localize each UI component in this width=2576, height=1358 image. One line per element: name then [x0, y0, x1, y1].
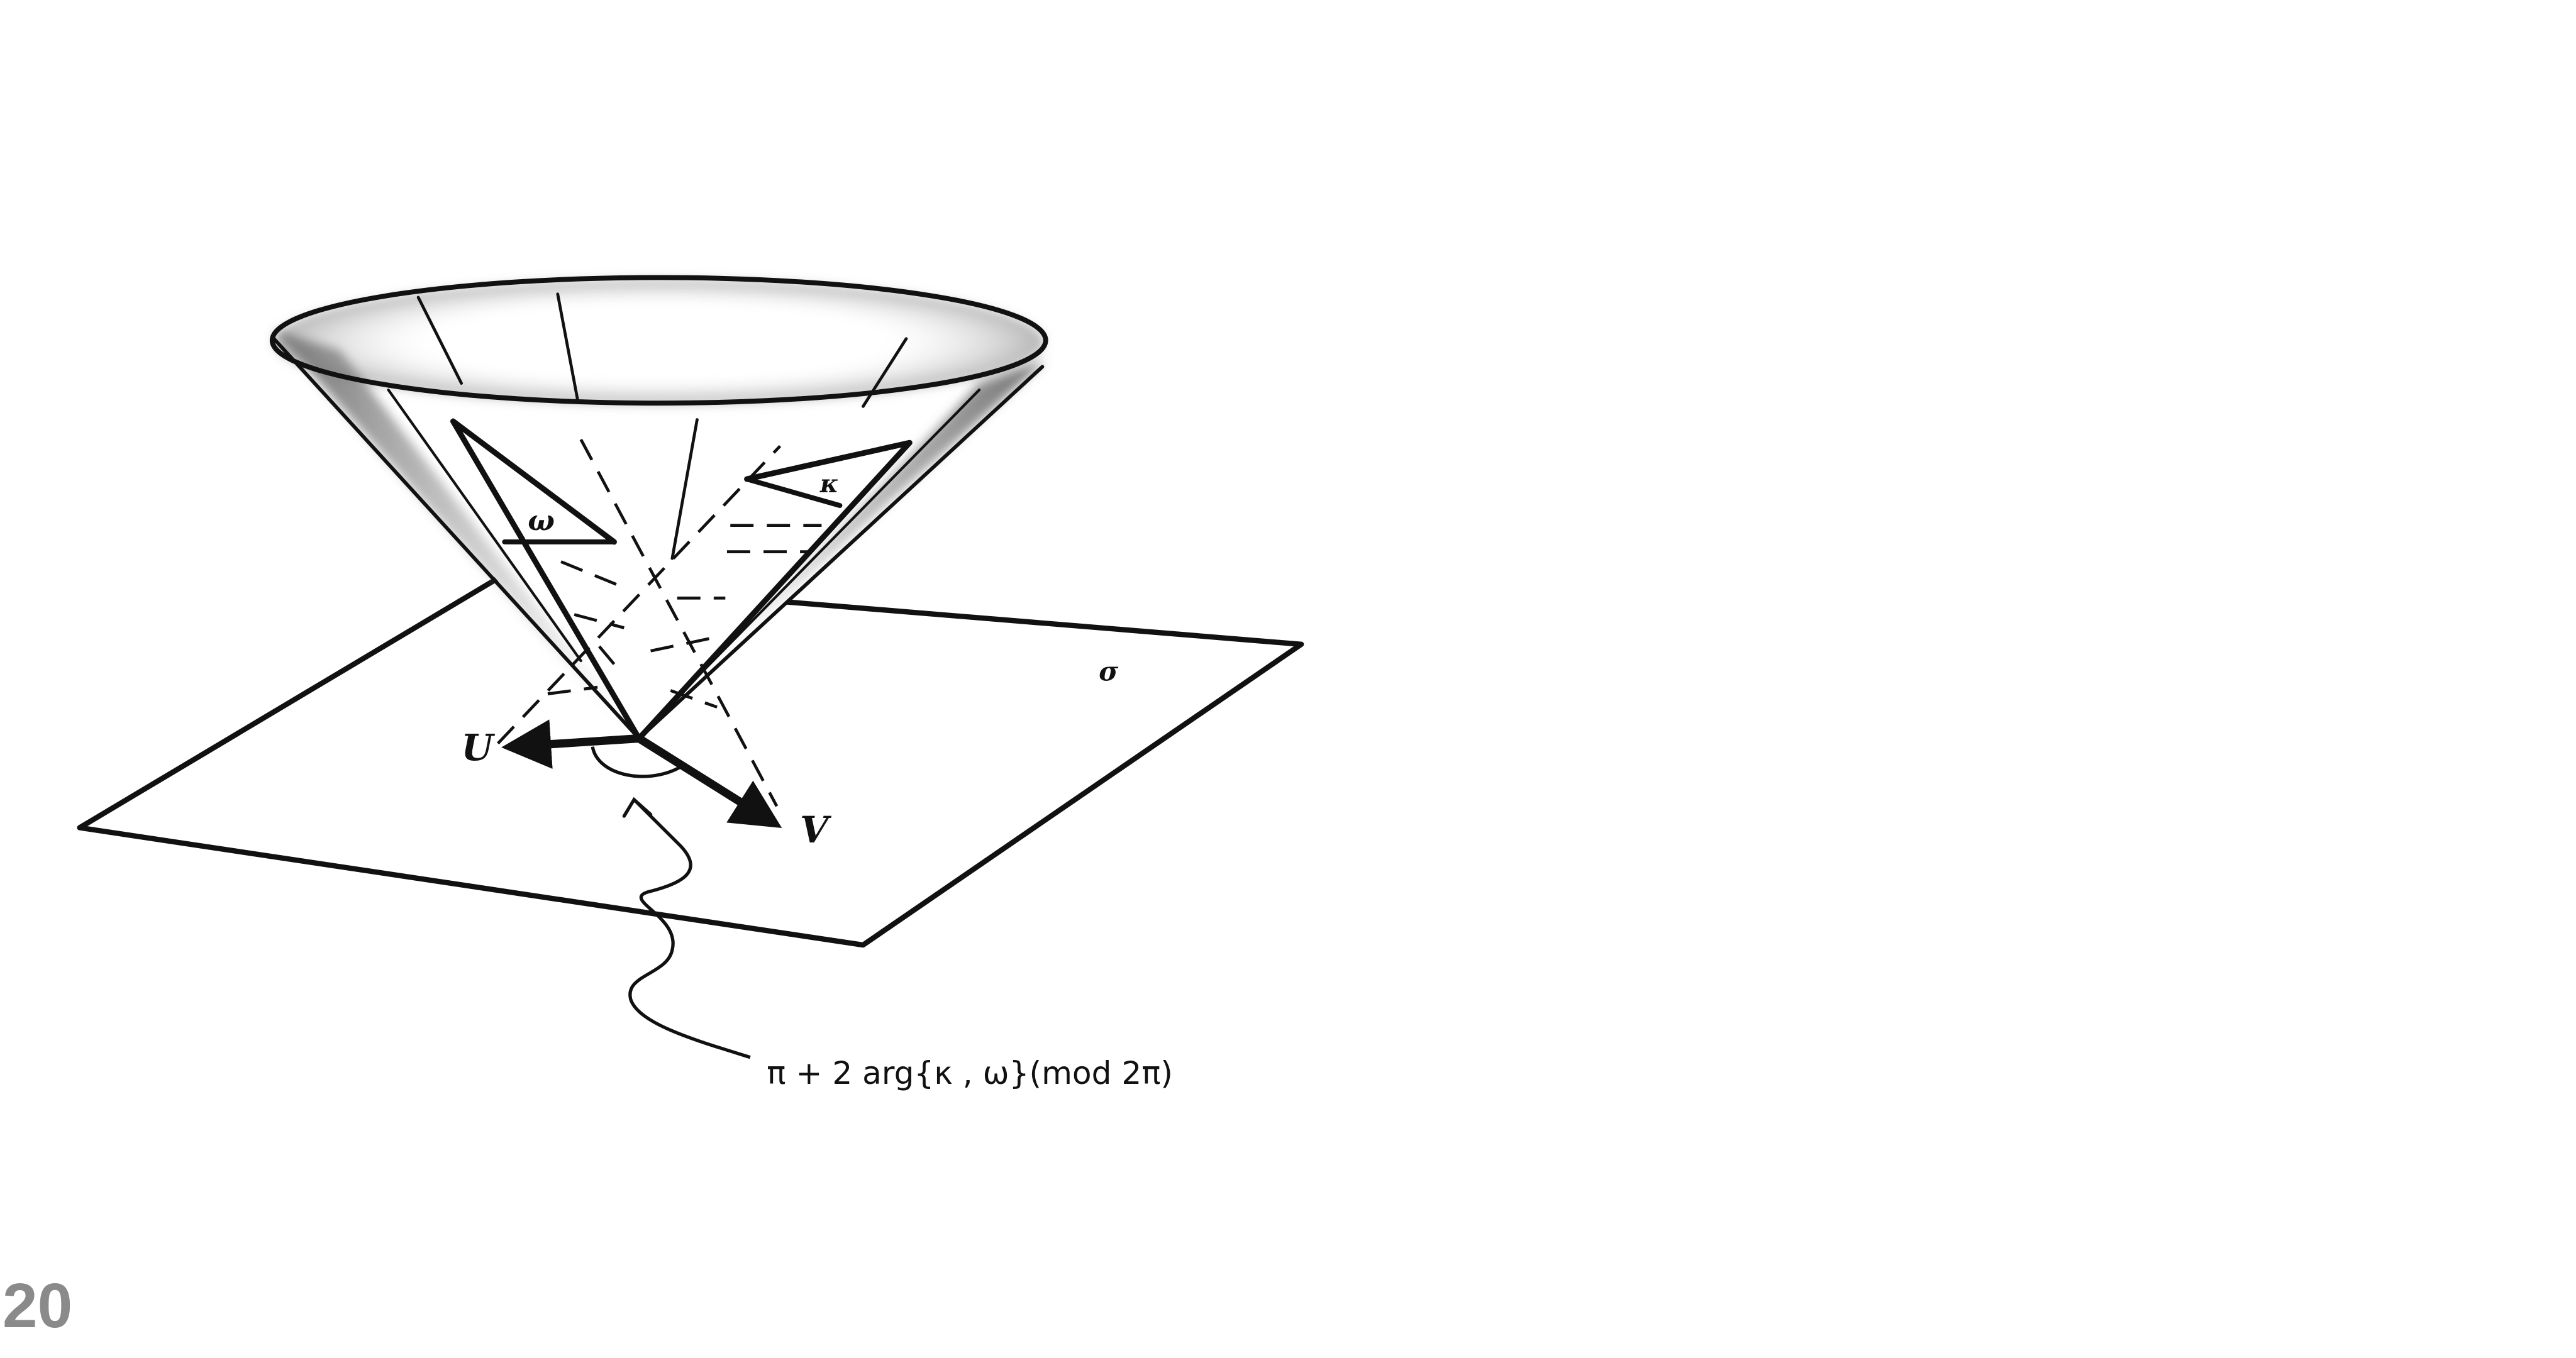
annotation-pointer-head: [622, 797, 653, 818]
vector-v-arrow: [635, 734, 782, 829]
plane-sigma-label: σ: [1099, 656, 1119, 687]
annotation-pointer: [628, 798, 751, 1059]
flag-kappa: [636, 439, 913, 742]
angle-arc: [591, 746, 685, 778]
flag-omega-label: ω: [528, 504, 555, 538]
cone-outline: [269, 275, 1048, 741]
vector-v-label: V: [800, 809, 831, 851]
plane-sigma: [77, 575, 1304, 948]
vector-u-label: U: [462, 726, 496, 769]
page-number: 20: [3, 1271, 73, 1341]
annotation-formula: π + 2 arg{κ , ω}(mod 2π): [767, 1055, 1173, 1091]
flag-kappa-label: κ: [819, 470, 839, 499]
flag-omega: [450, 418, 642, 742]
vector-u-arrow: [501, 719, 643, 769]
cone-rim: [269, 275, 1048, 406]
